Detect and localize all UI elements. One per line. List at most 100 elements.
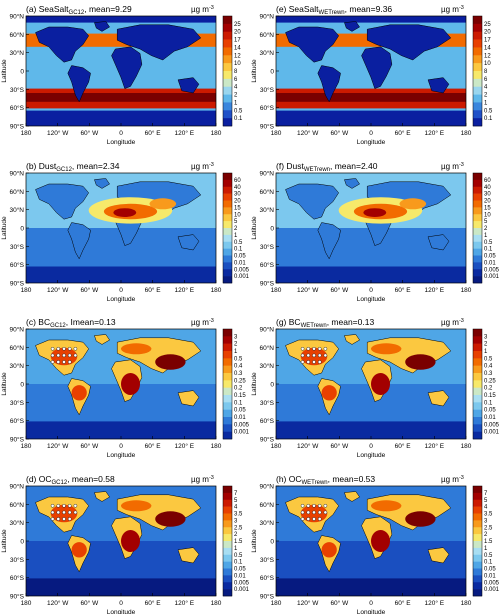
colorbar-frame [472,328,483,440]
colorbar-tick-label: 3 [234,334,238,340]
colorbar-swatch [223,39,232,48]
y-axis-label: Latitude [1,529,8,553]
colorbar-tick-label: 2 [234,532,238,538]
colorbar-tick-label: 7 [234,491,238,497]
colorbar-tick-label: 1 [484,233,488,239]
colorbar-tick-label: 0.05 [234,254,246,260]
map-field [276,329,466,439]
colorbar-swatch [473,173,482,181]
lat-tick-label: 60°N [259,501,274,509]
colorbar-tick-label: 0.3 [484,371,493,377]
colorbar-swatch [223,373,232,381]
colorbar-swatch [473,554,482,562]
lat-tick-label: 60°S [10,417,25,425]
colorbar-frame [472,15,483,127]
colorbar-swatch [473,534,482,542]
colorbar-swatch [223,241,232,249]
lon-tick-label: 120° E [175,599,195,607]
lon-tick-label: 0 [119,130,123,137]
unit-label: µg m-3 [441,318,464,327]
colorbar-swatch [473,193,482,201]
colorbar-tick-label: 0.05 [484,254,496,260]
colorbar-tick-label: 60 [234,178,241,184]
colorbar-tick-label: 14 [234,45,241,51]
lat-tick-label: 60°N [259,31,274,39]
colorbar-swatch [223,269,232,277]
colorbar-swatch [473,214,482,222]
lat-tick-label: 60°N [259,188,274,196]
colorbar-swatch [473,110,482,119]
colorbar-swatch [473,255,482,263]
colorbar-tick-label: 1.5 [484,539,493,545]
lon-tick-label: 60° W [80,286,99,294]
lat-tick-label: 30°N [259,49,274,57]
colorbar-swatch [223,336,232,344]
colorbar-swatch [473,200,482,208]
colorbar-tick-label: 0.01 [484,573,496,579]
y-axis-label: Latitude [251,59,258,83]
colorbar-tick-label: 0.1 [234,116,243,122]
lon-tick-label: 0 [369,443,373,450]
lon-tick-label: 180 [271,443,282,450]
lon-tick-label: 180 [461,600,472,607]
lat-tick-label: 90°S [10,123,25,131]
lat-tick-label: 60°S [260,261,275,269]
colorbar-swatch [223,329,232,337]
lon-tick-label: 180 [21,600,32,607]
unit-label: µg m-3 [191,162,214,171]
colorbar-swatch [473,387,482,396]
lat-tick-label: 90°N [259,483,274,491]
colorbar-swatch [223,248,232,256]
colorbar-swatch [223,110,232,119]
colorbar-tick-label: 0.4 [484,364,493,370]
colorbar-tick-label: 7 [484,491,488,497]
panel-h: (h) OCWETrewn, mean=0.53 µg m-390°N60°N30… [251,474,500,614]
colorbar-swatch [223,16,232,25]
colorbar-swatch [223,541,232,549]
colorbar-swatch [223,221,232,229]
colorbar-swatch [223,214,232,222]
lat-tick-label: 60°S [10,574,25,582]
lat-tick-label: 30°N [259,362,274,370]
panel-a: (a) SeaSaltGC12, mean=9.29 µg m-3 90°N 60°N… [1,4,243,146]
colorbar-tick-label: 0.5 [484,240,493,246]
colorbar-tick-label: 8 [234,69,238,75]
lon-tick-label: 180 [21,443,32,450]
colorbar-swatch [223,234,232,243]
colorbar-swatch [473,86,482,95]
colorbar-swatch [473,102,482,111]
lat-tick-label: 60°N [259,344,274,352]
lat-tick-label: 30°S [260,243,275,251]
lon-tick-label: 60° E [145,599,162,607]
lat-tick-label: 60°N [9,31,24,39]
colorbar-tick-label: 0.5 [234,553,243,559]
colorbar-frame [472,172,483,284]
lon-tick-label: 180 [211,600,222,607]
colorbar-tick-label: 0.005 [234,267,250,273]
colorbar-swatch [223,575,232,583]
colorbar-swatch [473,492,482,501]
colorbar-swatch [473,207,482,215]
colorbar-frame [222,328,233,440]
x-axis-label: Longitude [357,296,386,303]
lat-tick-label: 30°S [260,399,275,407]
colorbar-tick-label: 2 [484,226,488,232]
colorbar-frame [222,15,233,127]
x-axis-label: Longitude [107,452,136,459]
colorbar-swatch [223,561,232,569]
colorbar-swatch [473,23,482,33]
colorbar-swatch [223,417,232,425]
lon-tick-label: 180 [461,130,472,137]
lat-tick-label: 0 [20,382,24,389]
lat-tick-label: 0 [270,539,274,546]
colorbar-swatch [473,541,482,549]
colorbar-swatch [223,365,232,374]
colorbar-swatch [223,395,232,403]
colorbar-swatch [223,499,232,507]
colorbar-swatch [473,276,482,284]
colorbar-swatch [223,71,232,80]
colorbar-swatch [223,207,232,215]
colorbar-swatch [223,492,232,501]
colorbar-tick-label: 15 [234,205,241,211]
colorbar-swatch [223,31,232,40]
